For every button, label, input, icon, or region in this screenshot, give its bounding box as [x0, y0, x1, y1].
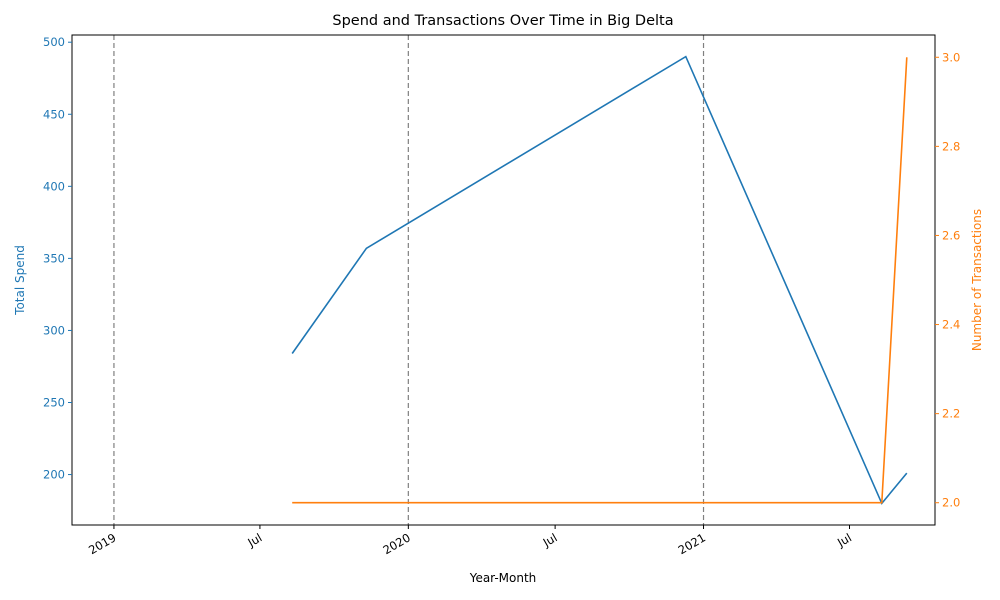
- x-tick-label-0: 2019: [86, 530, 118, 557]
- y-right-tick-label-2: 2.4: [942, 318, 960, 332]
- x-tick-label-3: Jul: [540, 530, 560, 550]
- plot-frame: [71, 34, 936, 526]
- y-left-tick-label-0: 200: [43, 468, 65, 482]
- plot-area: 2019 Jul 2020 Jul 2021 Jul 200 250 300 350 400 450 5…: [43, 34, 960, 557]
- y-left-tick-label-5: 450: [43, 107, 65, 121]
- y-right-tick-label-3: 2.6: [942, 228, 960, 242]
- spend-line: [291, 55, 908, 505]
- y-right-tick-label-4: 2.8: [942, 139, 960, 153]
- x-axis-label: Year-Month: [469, 571, 537, 585]
- y-right-tick-label-5: 3.0: [942, 50, 960, 64]
- y-axis-right-label: Number of Transactions: [970, 209, 984, 351]
- chart-title: Spend and Transactions Over Time in Big …: [332, 13, 673, 29]
- x-tick-label-1: Jul: [245, 530, 265, 550]
- x-tick-label-5: Jul: [834, 530, 854, 550]
- y-left-tick-label-4: 400: [43, 179, 65, 193]
- y-left-tick-label-3: 350: [43, 251, 65, 265]
- x-tick-label-4: 2021: [676, 530, 708, 557]
- x-tick-label-2: 2020: [380, 530, 412, 557]
- y-left-tick-label-6: 500: [43, 35, 65, 49]
- y-right-tick-label-1: 2.2: [942, 407, 960, 421]
- y-axis-left-label: Total Spend: [13, 245, 27, 316]
- y-left-tick-label-1: 250: [43, 396, 65, 410]
- y-left-tick-label-2: 300: [43, 323, 65, 337]
- y-right-tick-label-0: 2.0: [942, 496, 960, 510]
- transactions-line: [292, 57, 908, 504]
